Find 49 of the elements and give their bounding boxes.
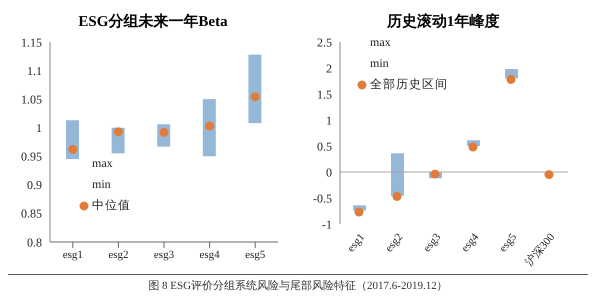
legend-label: 中位值 [92,197,131,214]
x-tick-label: esg2 [383,231,406,254]
point [114,127,123,136]
y-tick-label: 0.5 [317,139,332,154]
point [506,74,516,84]
chart-title: ESG分组未来一年Beta [77,12,229,32]
annotation: max [91,155,114,172]
x-tick-label: esg2 [108,248,128,261]
y-tick-label: 0 [326,165,332,180]
y-tick-label: 0.8 [27,235,42,250]
y-tick-label: -0.5 [313,191,332,206]
y-tick-label: 1.5 [317,87,332,102]
point [68,144,78,154]
x-tick-label: esg1 [62,248,83,261]
x-tick-label: 沪深300 [522,230,558,268]
point [250,92,260,102]
annotation: min [369,55,390,72]
y-tick-label: 0.85 [21,206,42,221]
x-tick-label: esg4 [200,248,220,261]
x-tick-label: esg5 [245,248,266,261]
annotation: max [369,34,392,51]
y-tick-label: 1.05 [21,92,42,106]
x-tick-label: esg3 [421,230,444,254]
point [205,121,214,131]
point [544,170,554,180]
y-tick-label: 1 [36,120,42,135]
legend-label: 全部历史区间 [370,76,448,93]
x-tick-label: esg3 [154,248,175,261]
bar [248,54,262,124]
point [392,192,402,201]
y-tick-label: 1.15 [21,35,42,50]
point [354,208,364,217]
bar [202,99,216,156]
point [430,170,440,179]
y-tick-label: 1 [326,113,332,128]
point [468,142,478,152]
chart-title: 历史滚动1年峰度 [386,12,500,32]
x-tick-label: esg4 [459,230,482,254]
y-tick-label: 1.1 [27,64,42,78]
bar [391,153,404,196]
caption: 图 8 ESG评价分组系统风险与尾部风险特征（2017.6-2019.12） [148,280,448,292]
annotation: min [91,176,112,193]
x-tick-label: esg5 [497,230,520,254]
y-tick-label: -1 [322,217,332,232]
y-tick-label: 0.95 [21,150,42,164]
y-tick-label: 2.5 [317,35,332,50]
y-tick-label: 0.9 [27,178,42,192]
y-tick-label: 2 [326,61,332,76]
x-tick-label: esg1 [345,231,368,254]
